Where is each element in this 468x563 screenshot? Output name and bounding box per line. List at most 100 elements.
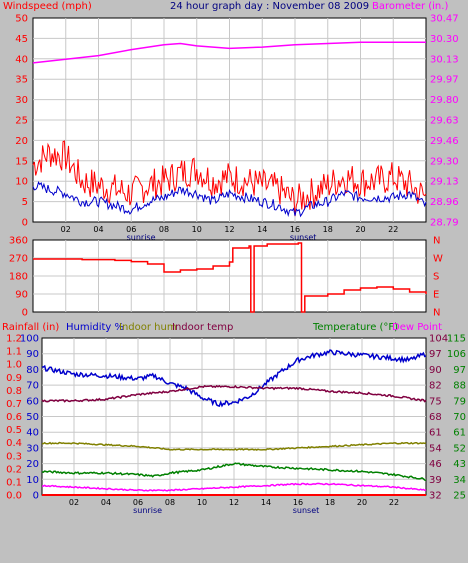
temperature-tick-label: 43 (453, 459, 466, 470)
x-tick-label: 22 (388, 225, 398, 234)
humidity-line (41, 349, 427, 408)
barometer-tick-label: 28.79 (430, 218, 459, 229)
barometer-tick-label: 29.80 (430, 95, 459, 106)
humidity-tick-label: 30 (26, 443, 39, 454)
windspeed-tick-label: 0 (22, 218, 28, 229)
x-tick-label: 14 (257, 225, 267, 234)
indoor-temp-axis-title: Indoor temp (172, 322, 233, 333)
temperature-tick-label: 115 (447, 334, 466, 345)
rainfall-tick-label: 0.3 (6, 451, 22, 462)
sunrise-label: sunrise (127, 233, 156, 242)
sunset-label: sunset (290, 233, 317, 242)
dew_point-line (41, 482, 427, 492)
barometer-tick-label: 29.13 (430, 177, 459, 188)
compass-tick-label: N (433, 236, 440, 247)
rainfall-tick-label: 0.9 (6, 373, 22, 384)
rainfall-tick-label: 0.8 (6, 386, 22, 397)
temperature-tick-label: 106 (447, 349, 466, 360)
humidity-tick-label: 80 (26, 365, 39, 376)
humidity-tick-label: 70 (26, 381, 39, 392)
barometer-tick-label: 28.96 (430, 197, 459, 208)
x-tick-label: 20 (355, 225, 365, 234)
rainfall-tick-label: 1.2 (6, 334, 22, 345)
x-tick-label: 04 (101, 498, 111, 507)
x-tick-label: 02 (61, 225, 71, 234)
temperature-tick-label: 97 (453, 365, 466, 376)
humidity-tick-label: 20 (26, 459, 39, 470)
windspeed-tick-label: 5 (22, 197, 28, 208)
rainfall-tick-label: 0.7 (6, 399, 22, 410)
windspeed-tick-label: 20 (15, 136, 28, 147)
wind-dir-tick-label: 180 (9, 272, 28, 283)
indoor_hum-line (42, 441, 427, 451)
wind_avg-line (32, 181, 427, 218)
x-tick-label: 16 (293, 498, 303, 507)
indoor-temp-tick-label: 97 (429, 349, 442, 360)
wind_dir-line (33, 242, 427, 313)
x-tick-label: 10 (192, 225, 202, 234)
windspeed-tick-label: 30 (15, 95, 28, 106)
humidity-tick-label: 90 (26, 349, 39, 360)
temperature-tick-label: 52 (453, 443, 466, 454)
wind-dir-tick-label: 270 (9, 254, 28, 265)
compass-tick-label: W (433, 254, 443, 265)
temperature-tick-label: 61 (453, 428, 466, 439)
barometer-tick-label: 30.30 (430, 34, 459, 45)
x-tick-label: 20 (357, 498, 367, 507)
indoor-temp-tick-label: 82 (429, 381, 442, 392)
humidity-tick-label: 40 (26, 428, 39, 439)
barometer-tick-label: 30.13 (430, 54, 459, 65)
indoor-temp-tick-label: 54 (429, 443, 442, 454)
x-tick-label: 08 (165, 498, 175, 507)
temperature-tick-label: 34 (453, 475, 466, 486)
chart-title: 24 hour graph day : November 08 2009 (170, 1, 369, 12)
barometer-line (32, 41, 426, 64)
indoor-temp-tick-label: 68 (429, 412, 442, 423)
windspeed-tick-label: 45 (15, 34, 28, 45)
x-tick-label: 08 (159, 225, 169, 234)
indoor-temp-tick-label: 61 (429, 428, 442, 439)
windspeed-tick-label: 35 (15, 75, 28, 86)
rainfall-tick-label: 0.5 (6, 425, 22, 436)
sunset-label: sunset (293, 506, 320, 515)
wind-dir-tick-label: 90 (15, 290, 28, 301)
x-tick-label: 14 (261, 498, 271, 507)
indoor-temp-tick-label: 46 (429, 459, 442, 470)
windspeed-tick-label: 15 (15, 156, 28, 167)
indoor-temp-tick-label: 75 (429, 396, 442, 407)
x-tick-label: 06 (133, 498, 143, 507)
temperature-tick-label: 70 (453, 412, 466, 423)
rainfall-tick-label: 0.4 (6, 438, 22, 449)
humidity-tick-label: 0 (33, 491, 39, 502)
wind-dir-tick-label: 360 (9, 236, 28, 247)
barometer-axis-title: Barometer (in.) (372, 1, 448, 12)
rainfall-axis-title: Rainfall (in) (2, 322, 59, 333)
humidity-axis-title: Humidity % (66, 322, 124, 333)
x-tick-label: 12 (229, 498, 239, 507)
indoor-temp-tick-label: 90 (429, 365, 442, 376)
windspeed-tick-label: 25 (15, 116, 28, 127)
dew-point-axis-title: Dew Point (392, 322, 442, 333)
x-tick-label: 18 (323, 225, 333, 234)
x-tick-label: 06 (126, 225, 136, 234)
rainfall-tick-label: 1.1 (6, 347, 22, 358)
rainfall-tick-label: 0.6 (6, 412, 22, 423)
indoor-temp-tick-label: 104 (429, 334, 448, 345)
indoor-temp-tick-label: 39 (429, 475, 442, 486)
humidity-tick-label: 100 (20, 334, 39, 345)
indoor-temp-tick-label: 32 (429, 491, 442, 502)
compass-tick-label: N (433, 308, 440, 319)
temperature-tick-label: 25 (453, 491, 466, 502)
rainfall-tick-label: 0.0 (6, 491, 22, 502)
windspeed-tick-label: 10 (15, 177, 28, 188)
wind-dir-tick-label: 0 (22, 308, 28, 319)
windspeed-tick-label: 40 (15, 54, 28, 65)
humidity-tick-label: 60 (26, 396, 39, 407)
x-tick-label: 22 (389, 498, 399, 507)
wind_gust-line (32, 140, 427, 217)
rainfall-tick-label: 0.1 (6, 477, 22, 488)
x-tick-label: 04 (93, 225, 103, 234)
barometer-tick-label: 29.63 (430, 116, 459, 127)
